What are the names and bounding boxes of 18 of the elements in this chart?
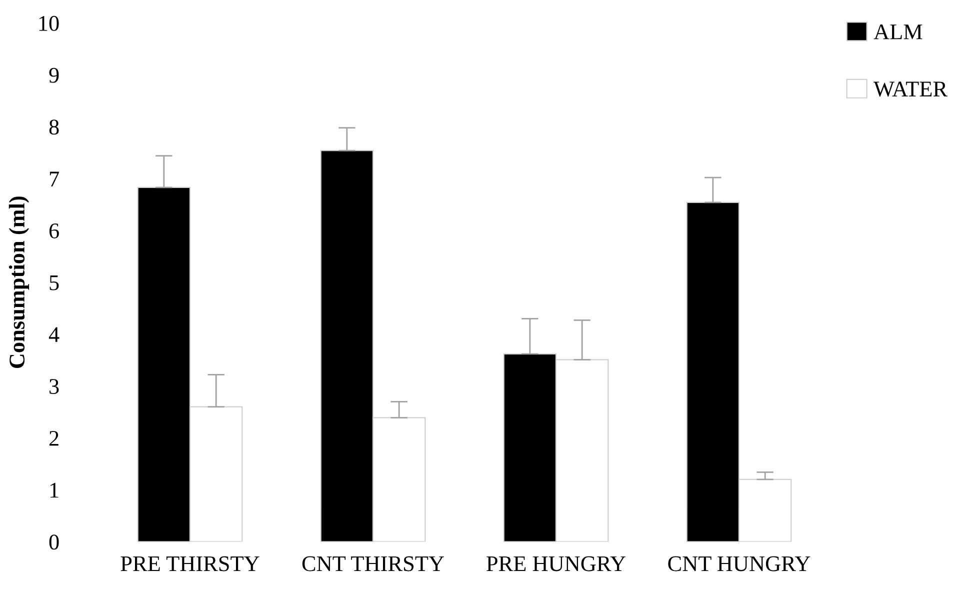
y-tick-label: 8 (49, 120, 59, 135)
legend-label: WATER (874, 82, 948, 97)
y-tick-label: 4 (48, 327, 60, 342)
y-tick-label: 7 (50, 172, 59, 186)
x-tick-label: PRE HUNGRY (486, 556, 626, 572)
x-tick-label: CNT HUNGRY (668, 556, 810, 572)
legend-label: ALM (874, 24, 922, 40)
x-tick-label: PRE THIRSTY (120, 556, 260, 572)
y-tick-label: 10 (39, 16, 59, 31)
y-tick-label: 5 (50, 276, 59, 290)
x-tick-label: CNT THIRSTY (302, 556, 444, 572)
y-tick-label: 6 (49, 223, 59, 238)
y-tick-label: 2 (49, 430, 58, 446)
y-tick-label: 3 (50, 379, 59, 394)
y-tick-label: 0 (49, 534, 59, 550)
y-tick-label: 9 (49, 68, 59, 83)
y-axis-title: Consumption (ml) (8, 196, 30, 368)
y-tick-label: 1 (50, 482, 58, 498)
